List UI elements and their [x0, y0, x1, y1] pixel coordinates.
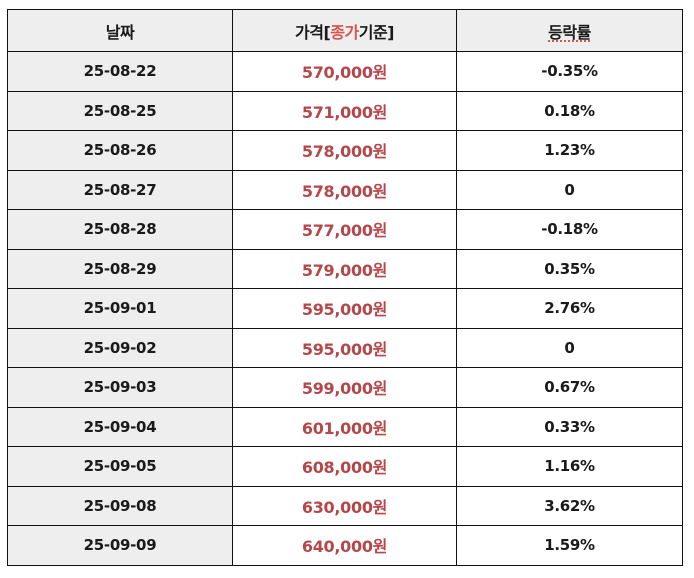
- header-date: 날짜: [7, 9, 233, 52]
- stock-price-table-container: 날짜 가격[종가기준] 등락률 25-08-22 570,000원 -0.35%…: [7, 9, 683, 566]
- rate-cell: 0: [456, 327, 683, 368]
- table-row: 25-09-09 640,000원 1.59%: [7, 525, 683, 566]
- rate-cell: 2.76%: [456, 288, 683, 329]
- rate-cell: 0.67%: [456, 367, 683, 408]
- date-cell: 25-09-09: [7, 525, 233, 566]
- price-cell: 570,000원: [232, 51, 457, 92]
- price-cell: 599,000원: [232, 367, 457, 408]
- price-cell: 601,000원: [232, 406, 457, 447]
- rate-cell: -0.18%: [456, 209, 683, 250]
- table-body: 25-08-22 570,000원 -0.35% 25-08-25 571,00…: [7, 51, 683, 566]
- price-cell: 630,000원: [232, 485, 457, 526]
- table-row: 25-08-26 578,000원 1.23%: [7, 130, 683, 171]
- table-row: 25-08-22 570,000원 -0.35%: [7, 51, 683, 92]
- header-rate: 등락률: [456, 9, 683, 52]
- rate-cell: 0.18%: [456, 90, 683, 131]
- rate-cell: 1.23%: [456, 130, 683, 171]
- rate-cell: 3.62%: [456, 485, 683, 526]
- rate-cell: -0.35%: [456, 51, 683, 92]
- date-cell: 25-08-26: [7, 130, 233, 171]
- header-date-label: 날짜: [105, 22, 135, 42]
- table-row: 25-08-28 577,000원 -0.18%: [7, 209, 683, 250]
- header-rate-label: 등락률: [548, 22, 591, 42]
- price-cell: 595,000원: [232, 288, 457, 329]
- date-cell: 25-09-05: [7, 446, 233, 487]
- table-row: 25-09-08 630,000원 3.62%: [7, 485, 683, 526]
- date-cell: 25-09-02: [7, 327, 233, 368]
- date-cell: 25-08-22: [7, 51, 233, 92]
- rate-cell: 1.59%: [456, 525, 683, 566]
- date-cell: 25-08-27: [7, 169, 233, 210]
- date-cell: 25-09-04: [7, 406, 233, 447]
- header-row: 날짜 가격[종가기준] 등락률: [7, 9, 683, 52]
- date-cell: 25-09-01: [7, 288, 233, 329]
- price-cell: 595,000원: [232, 327, 457, 368]
- price-cell: 571,000원: [232, 90, 457, 131]
- date-cell: 25-08-29: [7, 248, 233, 289]
- table-row: 25-09-01 595,000원 2.76%: [7, 288, 683, 329]
- date-cell: 25-08-25: [7, 90, 233, 131]
- date-cell: 25-09-03: [7, 367, 233, 408]
- header-price-accent: 종가: [330, 22, 359, 42]
- table-header: 날짜 가격[종가기준] 등락률: [7, 9, 683, 52]
- price-cell: 608,000원: [232, 446, 457, 487]
- rate-cell: 0: [456, 169, 683, 210]
- header-price-prefix: 가격[: [295, 22, 331, 42]
- date-cell: 25-09-08: [7, 485, 233, 526]
- price-cell: 578,000원: [232, 169, 457, 210]
- table-row: 25-08-25 571,000원 0.18%: [7, 90, 683, 131]
- date-cell: 25-08-28: [7, 209, 233, 250]
- price-cell: 640,000원: [232, 525, 457, 566]
- stock-price-table: 날짜 가격[종가기준] 등락률 25-08-22 570,000원 -0.35%…: [7, 9, 683, 566]
- rate-cell: 0.33%: [456, 406, 683, 447]
- rate-cell: 0.35%: [456, 248, 683, 289]
- table-row: 25-09-02 595,000원 0: [7, 327, 683, 368]
- price-cell: 578,000원: [232, 130, 457, 171]
- table-row: 25-09-04 601,000원 0.33%: [7, 406, 683, 447]
- table-row: 25-09-05 608,000원 1.16%: [7, 446, 683, 487]
- rate-cell: 1.16%: [456, 446, 683, 487]
- price-cell: 579,000원: [232, 248, 457, 289]
- header-price-suffix: 기준]: [358, 22, 395, 42]
- table-row: 25-08-27 578,000원 0: [7, 169, 683, 210]
- table-row: 25-09-03 599,000원 0.67%: [7, 367, 683, 408]
- price-cell: 577,000원: [232, 209, 457, 250]
- table-row: 25-08-29 579,000원 0.35%: [7, 248, 683, 289]
- header-price: 가격[종가기준]: [232, 9, 457, 52]
